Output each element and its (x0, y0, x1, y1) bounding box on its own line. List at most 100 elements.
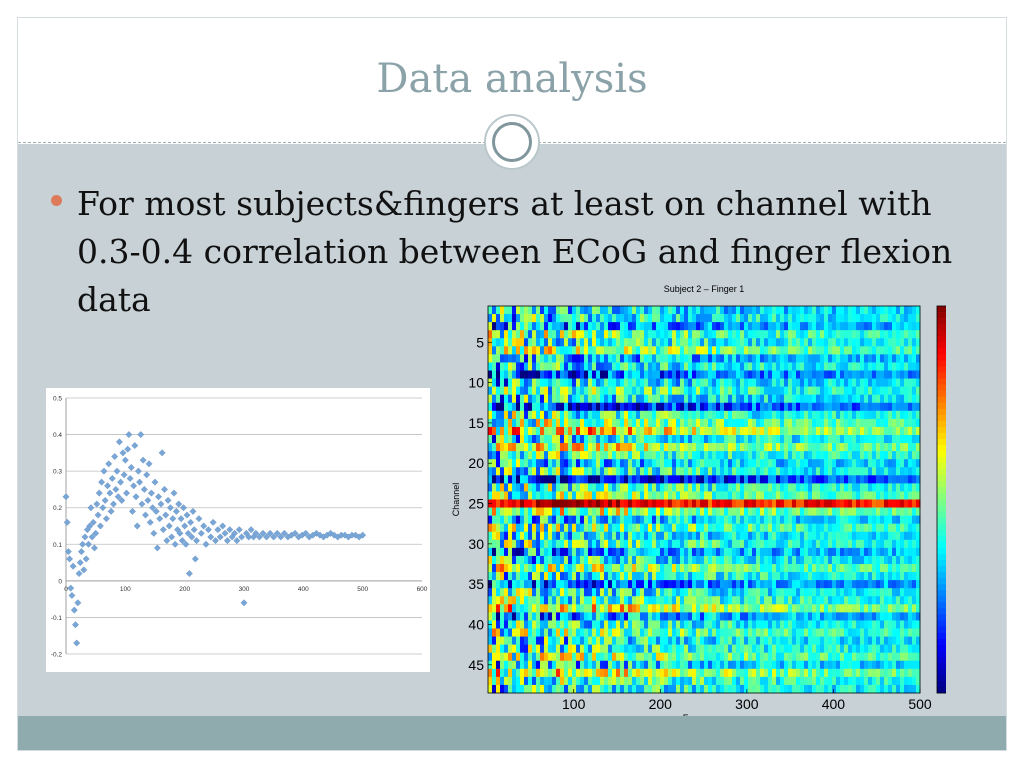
heatmap-cell (764, 499, 769, 508)
heatmap-cell (848, 459, 853, 468)
heatmap-cell (784, 515, 789, 524)
heatmap-cell (616, 636, 621, 645)
heatmap-cell (720, 322, 725, 331)
heatmap-cell (660, 628, 665, 637)
heatmap-cell (904, 604, 909, 613)
heatmap-cell (744, 531, 749, 541)
heatmap-cell (916, 435, 921, 444)
heatmap-cell (908, 507, 913, 516)
heatmap-cell (712, 346, 717, 355)
heatmap-cell (884, 499, 889, 508)
heatmap-cell (664, 636, 669, 645)
heatmap-cell (884, 555, 889, 565)
heatmap-cell (868, 604, 873, 613)
heatmap-cell (792, 402, 797, 412)
heatmap-cell (624, 547, 629, 557)
scatter-point (73, 639, 81, 647)
heatmap-cell (756, 539, 761, 549)
heatmap-cell (756, 435, 761, 444)
heatmap-cell (516, 475, 521, 484)
heatmap-cell (904, 443, 909, 452)
heatmap-cell (888, 564, 893, 573)
heatmap-cell (832, 636, 837, 645)
heatmap-cell (548, 620, 553, 629)
heatmap-cell (708, 628, 713, 637)
heatmap-cell (544, 362, 549, 371)
heatmap-cell (632, 354, 637, 363)
heatmap-cell (892, 330, 897, 339)
heatmap-cell (636, 531, 641, 541)
heatmap-cell (504, 354, 509, 363)
heatmap-cell (916, 370, 921, 379)
heatmap-cell (524, 410, 529, 420)
scatter-point (202, 540, 210, 548)
heatmap-cell (620, 515, 625, 524)
heatmap-cell (772, 596, 777, 605)
heatmap-cell (860, 620, 865, 629)
heatmap-cell (524, 330, 529, 339)
heatmap-cell (804, 628, 809, 637)
heatmap-cell (688, 491, 693, 500)
heatmap-cell (724, 531, 729, 541)
heatmap-cell (608, 370, 613, 379)
heatmap-cell (696, 354, 701, 363)
heatmap-cell (780, 539, 785, 549)
heatmap-cell (764, 475, 769, 484)
heatmap-cell (900, 636, 905, 645)
heatmap-cell (880, 499, 885, 508)
heatmap-cell (764, 386, 769, 395)
heatmap-cell (508, 507, 513, 516)
heatmap-cell (628, 523, 633, 533)
heatmap-cell (704, 636, 709, 645)
heatmap-cell (732, 491, 737, 500)
scatter-point (104, 482, 112, 490)
heatmap-cell (648, 338, 653, 347)
heatmap-cell (548, 523, 553, 533)
heatmap-cell (664, 435, 669, 444)
heatmap-cell (744, 596, 749, 605)
heatmap-cell (596, 386, 601, 395)
heatmap-cell (792, 410, 797, 420)
heatmap-cell (572, 572, 577, 581)
heatmap-cell (652, 628, 657, 637)
heatmap-cell (608, 612, 613, 621)
heatmap-cell (800, 636, 805, 645)
heatmap-cell (560, 306, 565, 315)
heatmap-cell (888, 555, 893, 565)
scatter-point (156, 515, 164, 523)
heatmap-cell (816, 483, 821, 492)
heatmap-cell (684, 652, 689, 662)
heatmap-cell (536, 523, 541, 533)
heatmap-cell (512, 443, 517, 452)
heatmap-cell (880, 394, 885, 404)
heatmap-cell (896, 459, 901, 468)
heatmap-cell (912, 354, 917, 363)
heatmap-cell (756, 572, 761, 581)
heatmap-cell (772, 386, 777, 395)
heatmap-cell (488, 515, 493, 524)
heatmap-cell (512, 394, 517, 404)
heatmap-cell (908, 564, 913, 573)
heatmap-cell (708, 435, 713, 444)
heatmap-cell (644, 443, 649, 452)
heatmap-cell (496, 515, 501, 524)
heatmap-cell (728, 386, 733, 395)
heatmap-cell (760, 555, 765, 565)
heatmap-cell (672, 386, 677, 395)
heatmap-cell (580, 426, 585, 436)
heatmap-cell (768, 362, 773, 371)
heatmap-cell (860, 330, 865, 339)
heatmap-cell (524, 426, 529, 436)
heatmap-cell (536, 612, 541, 621)
heatmap-cell (692, 588, 697, 597)
heatmap-cell (488, 507, 493, 516)
heatmap-cell (780, 604, 785, 613)
heatmap-cell (876, 620, 881, 629)
heatmap-cell (764, 338, 769, 347)
heatmap-cell (756, 636, 761, 645)
scatter-point (94, 511, 102, 519)
heatmap-cell (820, 362, 825, 371)
heatmap-cell (668, 314, 673, 323)
heatmap-cell (552, 588, 557, 597)
heatmap-cell (500, 435, 505, 444)
